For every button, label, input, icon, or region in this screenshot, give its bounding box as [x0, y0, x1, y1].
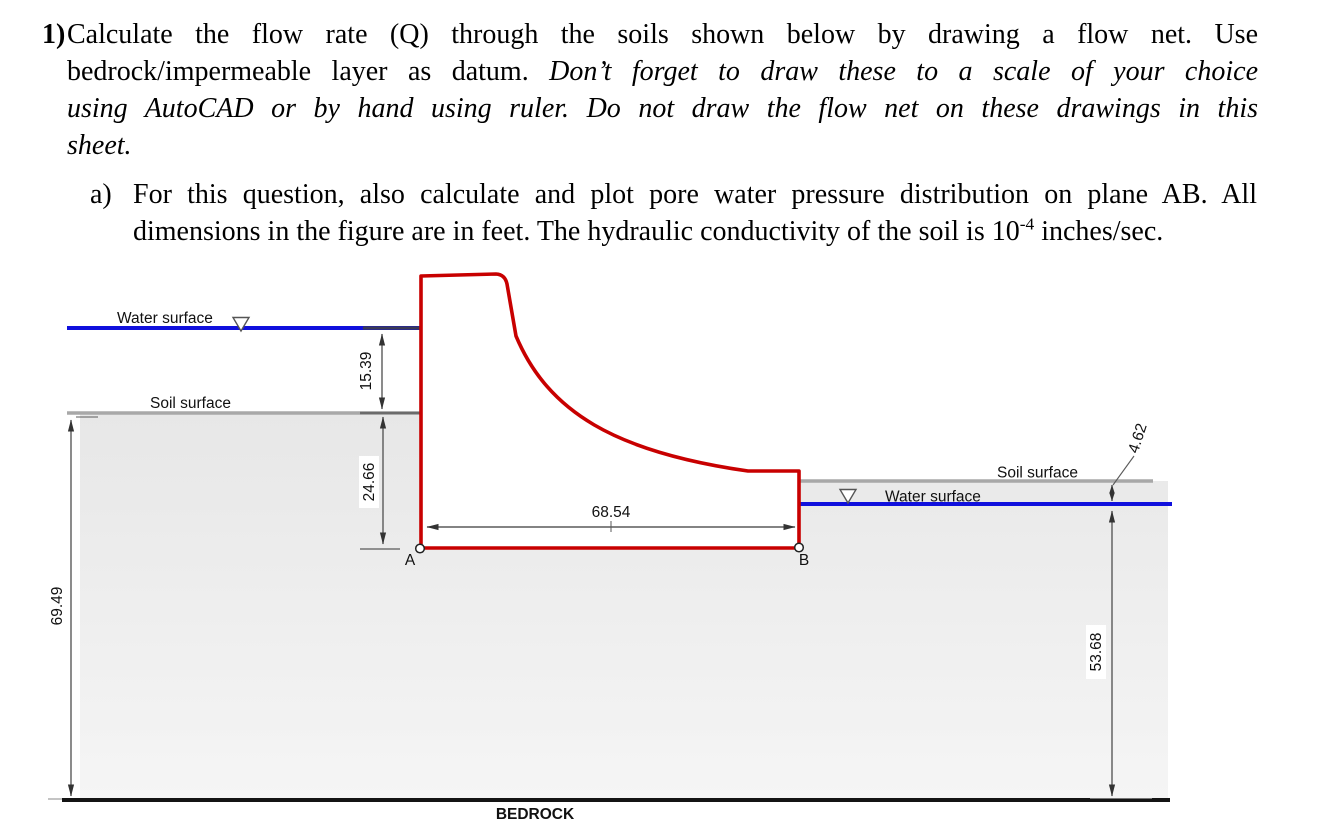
water-surface-left-label: Water surface: [117, 310, 213, 327]
subquestion-label: a): [90, 179, 112, 210]
dim-value-69-49-group: 69.49: [49, 587, 66, 626]
dam-outline: [419, 272, 801, 550]
dim-value-24-66-group: 24.66: [359, 456, 379, 508]
soil-surface-right-label: Soil surface: [997, 465, 1078, 482]
problem-number: 1): [42, 19, 66, 50]
dim-leader-4-62: [1112, 455, 1135, 486]
dim-value-69-49: 69.49: [49, 587, 66, 626]
statement-line-1: Calculate the flow rate (Q) through the …: [67, 19, 1258, 50]
point-b-label: B: [799, 552, 809, 569]
statement-line-2: bedrock/impermeable layer as datum. Don’…: [67, 56, 1258, 87]
soil-surface-left-label: Soil surface: [150, 395, 231, 412]
water-surface-right-label: Water surface: [885, 489, 981, 506]
point-a-marker: [414, 543, 426, 554]
problem-statement: Calculate the flow rate (Q) through the …: [67, 16, 1258, 164]
point-b-marker: [793, 542, 805, 553]
dim-value-53-68: 53.68: [1088, 633, 1105, 672]
point-a-label: A: [405, 552, 416, 569]
subquestion-line-1: For this question, also calculate and pl…: [133, 179, 1257, 210]
soil-region: [80, 413, 1168, 800]
dim-value-53-68-bg: [1086, 625, 1106, 679]
statement-line-4: sheet.: [67, 130, 132, 161]
dim-value-4-62-group: 4.62: [1125, 421, 1150, 455]
subquestion-text: For this question, also calculate and pl…: [133, 176, 1257, 250]
dim-value-68-54: 68.54: [592, 504, 631, 521]
subquestion-line-2: dimensions in the figure are in feet. Th…: [133, 214, 1164, 247]
dim-value-15-39: 15.39: [358, 352, 375, 391]
statement-line-3: using AutoCAD or by hand using ruler. Do…: [67, 93, 1258, 124]
bedrock-label: BEDROCK: [496, 806, 575, 823]
exponent: -4: [1019, 214, 1035, 234]
dim-value-53-68-group: 53.68: [1086, 625, 1106, 679]
dimension-lines: [67, 333, 1135, 797]
water-level-icon-right: [838, 488, 858, 505]
water-level-icon-left: [231, 316, 251, 333]
dim-value-15-39-group: 15.39: [358, 352, 375, 391]
dim-value-4-62: 4.62: [1125, 421, 1150, 455]
dim-value-24-66: 24.66: [361, 463, 378, 502]
dim-value-24-66-bg: [359, 456, 379, 508]
